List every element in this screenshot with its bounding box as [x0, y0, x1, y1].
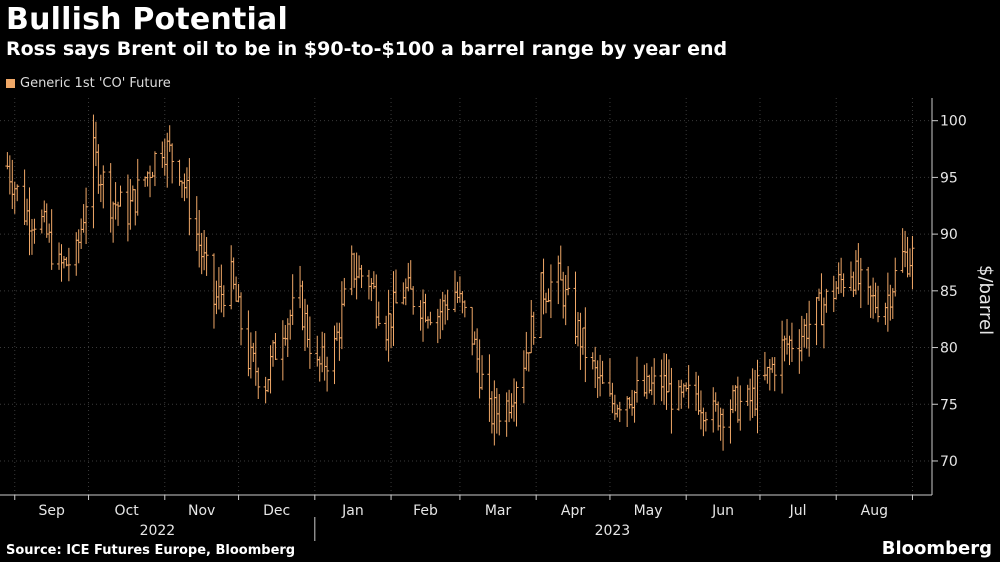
- x-tick-label: Oct: [115, 503, 140, 519]
- chart-subtitle: Ross says Brent oil to be in $90-to-$100…: [6, 38, 728, 60]
- year-label: 2022: [140, 523, 176, 539]
- source-note: Source: ICE Futures Europe, Bloomberg: [6, 543, 296, 558]
- legend: Generic 1st 'CO' Future: [6, 76, 171, 91]
- legend-label: Generic 1st 'CO' Future: [20, 76, 171, 91]
- ohlc-bars: [5, 114, 915, 451]
- chart-title: Bullish Potential: [6, 2, 288, 37]
- x-tick-label: Dec: [263, 503, 290, 519]
- y-tick-label: 90: [940, 227, 958, 243]
- x-tick-label: Nov: [188, 503, 215, 519]
- x-tick-label: Jan: [341, 503, 364, 519]
- y-tick-label: 100: [940, 114, 967, 130]
- x-tick-label: May: [634, 503, 663, 519]
- legend-swatch: [6, 79, 15, 88]
- grid: [0, 98, 932, 495]
- x-tick-label: Jun: [711, 503, 734, 519]
- x-tick-label: Feb: [413, 503, 438, 519]
- y-tick-label: 80: [940, 341, 958, 357]
- y-tick-label: 75: [940, 397, 958, 413]
- x-tick-label: Mar: [485, 503, 512, 519]
- y-tick-label: 70: [940, 454, 958, 470]
- y-axis-label: $/barrel: [975, 265, 996, 335]
- y-tick-label: 85: [940, 284, 958, 300]
- axes: 70 75 80 85 90 95 100 $/barrel Sep Oct Nov Dec Jan Fe…: [0, 98, 996, 541]
- x-tick-label: Jul: [789, 503, 807, 519]
- bloomberg-logo: Bloomberg: [881, 538, 992, 559]
- x-tick-label: Sep: [38, 503, 65, 519]
- x-tick-label: Aug: [861, 503, 888, 519]
- year-label: 2023: [595, 523, 631, 539]
- y-tick-label: 95: [940, 170, 958, 186]
- x-tick-label: Apr: [561, 503, 585, 519]
